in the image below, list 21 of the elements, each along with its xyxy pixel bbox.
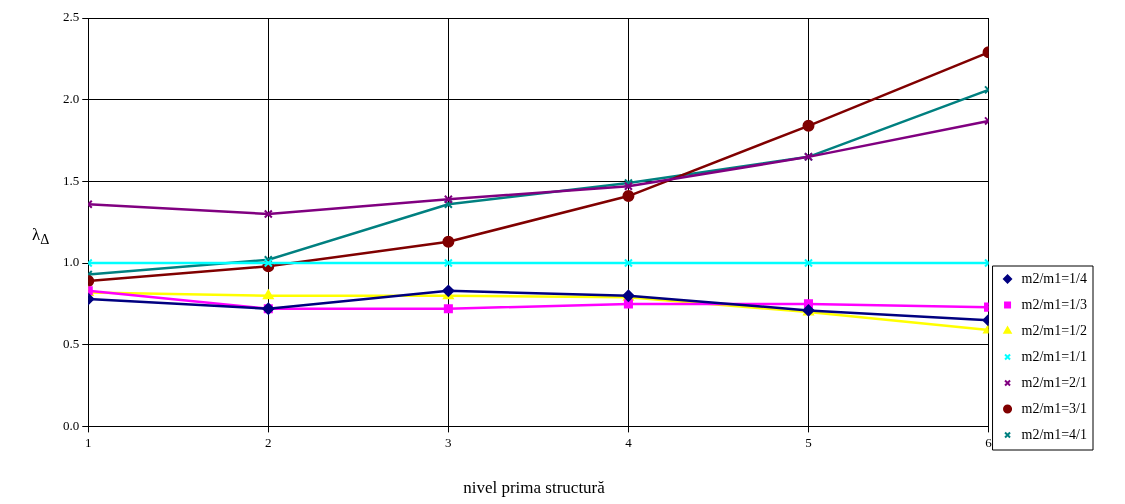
x-tick-label: 2 <box>265 434 272 450</box>
legend-label: m2/m1=2/1 <box>1021 374 1088 390</box>
legend-label: m2/m1=4/1 <box>1021 426 1088 442</box>
y-axis-title: λ$_{Δ}$ <box>32 225 50 249</box>
x-tick-label: 6 <box>985 434 993 450</box>
x-tick-label: 1 <box>85 434 92 450</box>
x-tick-label: 5 <box>805 434 812 450</box>
legend-label: m2/m1=1/2 <box>1021 322 1088 338</box>
legend-label: m2/m1=1/3 <box>1021 296 1088 312</box>
legend-label: m2/m1=1/1 <box>1021 348 1088 364</box>
y-tick-label: 2.5 <box>63 9 80 25</box>
x-tick-label: 4 <box>625 434 633 450</box>
y-tick-label: 0.5 <box>63 336 80 352</box>
x-tick-label: 3 <box>445 434 452 450</box>
x-axis-title: nivel prima structură <box>462 478 606 498</box>
y-tick-label: 1.0 <box>63 254 80 270</box>
y-tick-label: 0.0 <box>63 417 80 433</box>
legend-label: m2/m1=3/1 <box>1021 400 1088 416</box>
y-tick-label: 1.5 <box>63 172 80 188</box>
y-tick-label: 2.0 <box>63 91 80 107</box>
legend-label: m2/m1=1/4 <box>1021 270 1088 286</box>
